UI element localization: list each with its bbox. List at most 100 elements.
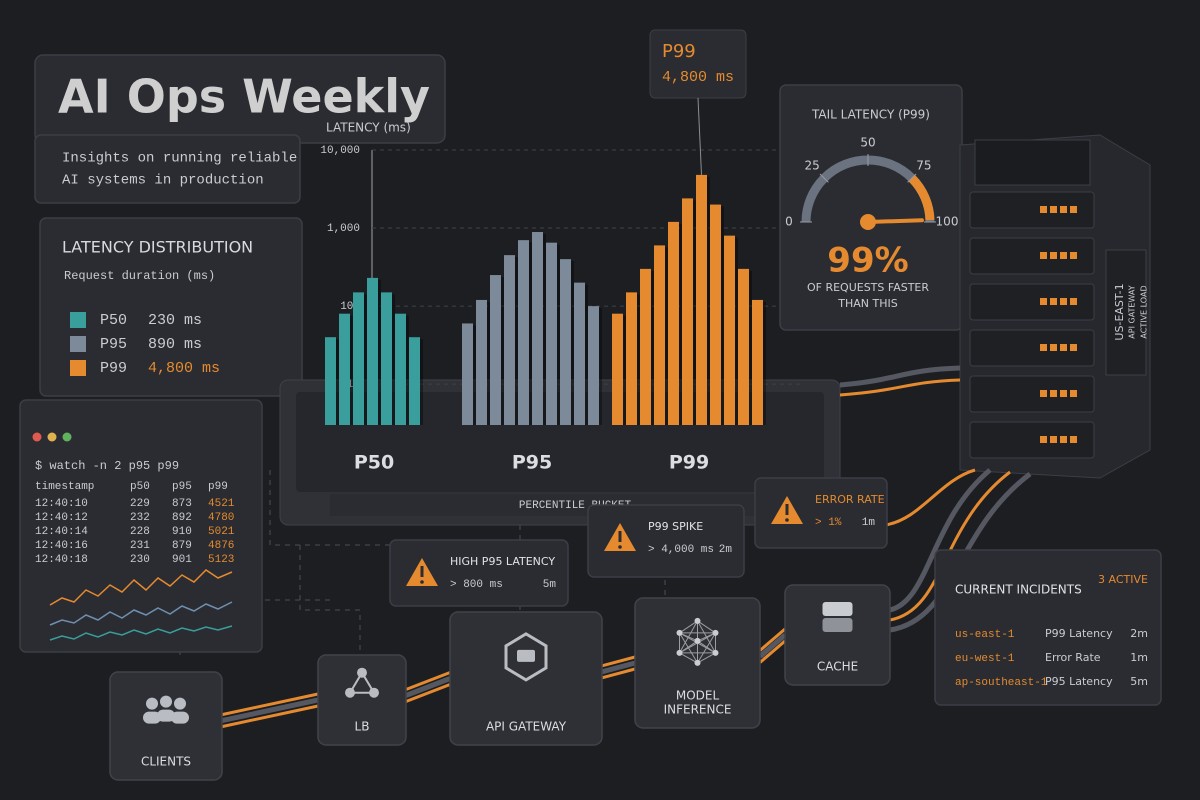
bar-shade <box>571 261 574 425</box>
rack-led <box>1060 252 1067 259</box>
cable <box>221 704 319 729</box>
server-label: US-EAST-1 <box>1113 283 1126 340</box>
rack-led <box>1050 344 1057 351</box>
category-label: P95 <box>512 452 552 474</box>
alert-icon-dot <box>420 580 424 584</box>
gauge-value: 99% <box>827 241 908 281</box>
legend-swatch <box>70 312 86 328</box>
terminal-cell: 4876 <box>208 540 234 552</box>
bar <box>518 240 529 425</box>
connector <box>299 545 361 655</box>
cable <box>405 671 451 691</box>
terminal-cell: 228 <box>130 526 150 538</box>
legend-value: 230 ms <box>148 312 202 329</box>
node-icon <box>679 652 698 664</box>
subtitle-line: AI systems in production <box>62 173 264 189</box>
rack-led <box>1050 390 1057 397</box>
alert-title: ERROR RATE <box>815 493 885 506</box>
y-tick-label: 10,000 <box>320 145 360 157</box>
rack-led <box>1070 344 1077 351</box>
bar-shade <box>557 244 560 425</box>
rack-led <box>1040 436 1047 443</box>
server-label-panel <box>1105 249 1147 376</box>
rack-unit <box>969 375 1095 413</box>
window-dot <box>32 432 42 442</box>
terminal-cell: 230 <box>130 554 150 566</box>
rack-led <box>1070 436 1077 443</box>
incident-cell: 1m <box>1130 651 1148 664</box>
bar <box>325 337 336 425</box>
bar-shade <box>336 339 339 425</box>
annotation-leader <box>697 97 702 175</box>
incident-cell: ap-southeast-1 <box>955 677 1048 689</box>
bar <box>738 268 749 425</box>
node-label: API GATEWAY <box>486 720 567 734</box>
rack-led <box>1040 390 1047 397</box>
subtitle-panel <box>34 134 301 204</box>
rack-led <box>1050 298 1057 305</box>
rack-led <box>1040 298 1047 305</box>
node-icon <box>822 618 853 632</box>
bar-shade <box>350 315 353 425</box>
bar <box>710 204 721 425</box>
node-icon <box>694 659 701 666</box>
bar-shade <box>763 301 766 425</box>
bar-shade <box>735 237 738 425</box>
node-icon <box>822 602 853 616</box>
bar-shade <box>473 325 476 425</box>
cable <box>601 667 636 680</box>
terminal-cell: 4780 <box>208 512 234 524</box>
legend-swatch <box>70 336 86 352</box>
gauge-tick <box>907 173 917 183</box>
bar-shade <box>378 279 381 425</box>
server-racks <box>969 191 1095 459</box>
rack-led <box>1070 390 1077 397</box>
terminal-cell: 892 <box>172 512 192 524</box>
node-icon <box>676 629 683 636</box>
rack-led <box>1050 436 1057 443</box>
bar-shade <box>693 200 696 425</box>
bar <box>560 259 571 425</box>
connector <box>269 470 481 546</box>
window-dot <box>62 432 72 442</box>
bar-shade <box>487 301 490 425</box>
rack-led <box>1050 252 1057 259</box>
legend-subtitle: Request duration (ms) <box>64 269 215 283</box>
rack-led <box>1060 390 1067 397</box>
rack-unit <box>969 329 1095 367</box>
bar <box>490 275 501 425</box>
node-icon <box>694 637 701 644</box>
incidents-status: 3 ACTIVE <box>1098 573 1148 586</box>
gauge: TAIL LATENCY (P99) 0 25 50 75 100 99%OF REQUES… <box>785 108 958 311</box>
subtitle-line: Insights on running reliable <box>62 151 297 167</box>
rack-led <box>1060 206 1067 213</box>
bar-shade <box>721 206 724 425</box>
terminal-cell: 12:40:18 <box>35 554 88 566</box>
y-axis-label: LATENCY (ms) <box>326 121 411 135</box>
terminal-cell: 873 <box>172 498 192 510</box>
alert-icon-dot <box>785 518 789 522</box>
node-icon <box>697 640 716 654</box>
terminal-cell: 231 <box>130 540 150 552</box>
rack-led <box>1040 206 1047 213</box>
bar-shade <box>749 270 752 425</box>
alert-card <box>587 504 745 578</box>
bar <box>476 299 487 425</box>
node-icon <box>679 632 698 664</box>
rack-unit <box>969 421 1095 459</box>
incident-cell: Error Rate <box>1045 651 1101 664</box>
bar-shade <box>406 315 409 425</box>
column-header: p95 <box>172 481 192 493</box>
node-label: CACHE <box>817 660 858 674</box>
node-icon <box>174 697 186 710</box>
node-icon <box>517 649 535 662</box>
bar <box>682 198 693 425</box>
alert-duration: 5m <box>543 579 557 591</box>
latency-chart: LATENCY (ms)101001,00010,000P50P95P99PER… <box>320 29 800 512</box>
bar <box>462 323 473 425</box>
rack-led <box>1040 344 1047 351</box>
legend-name: P99 <box>100 360 127 377</box>
incidents-title: CURRENT INCIDENTS <box>955 583 1082 597</box>
bar-shade <box>707 176 710 425</box>
